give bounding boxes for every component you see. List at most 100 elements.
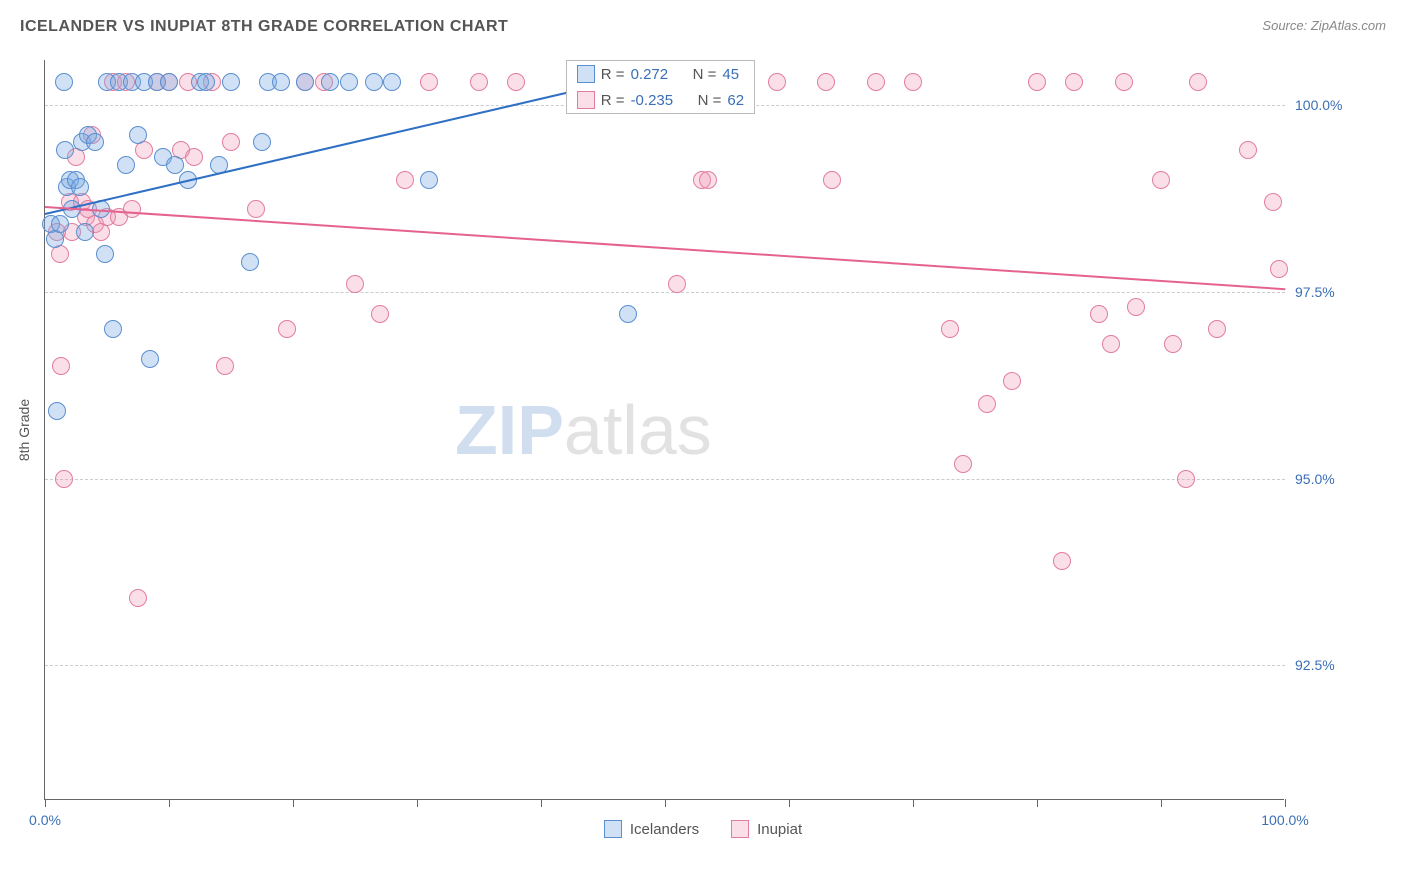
point-series1 xyxy=(51,215,69,233)
point-series2 xyxy=(1208,320,1226,338)
ytick-label: 97.5% xyxy=(1295,284,1335,300)
gridline xyxy=(45,292,1285,293)
gridline xyxy=(45,479,1285,480)
legend-swatch xyxy=(604,820,622,838)
point-series2 xyxy=(55,470,73,488)
point-series1 xyxy=(321,73,339,91)
ytick-label: 92.5% xyxy=(1295,657,1335,673)
point-series1 xyxy=(76,223,94,241)
point-series2 xyxy=(1028,73,1046,91)
point-series2 xyxy=(470,73,488,91)
point-series2 xyxy=(222,133,240,151)
point-series2 xyxy=(507,73,525,91)
xtick xyxy=(1161,799,1162,807)
point-series1 xyxy=(71,178,89,196)
point-series1 xyxy=(96,245,114,263)
xtick xyxy=(913,799,914,807)
point-series2 xyxy=(1152,171,1170,189)
point-series1 xyxy=(340,73,358,91)
point-series2 xyxy=(247,200,265,218)
point-series2 xyxy=(216,357,234,375)
point-series1 xyxy=(55,73,73,91)
point-series2 xyxy=(768,73,786,91)
point-series2 xyxy=(52,357,70,375)
point-series2 xyxy=(904,73,922,91)
point-series1 xyxy=(129,126,147,144)
point-series1 xyxy=(160,73,178,91)
legend: Icelanders Inupiat xyxy=(0,820,1406,842)
point-series2 xyxy=(278,320,296,338)
xtick xyxy=(665,799,666,807)
point-series1 xyxy=(619,305,637,323)
point-series1 xyxy=(56,141,74,159)
stats-row: R = -0.235 N = 62 xyxy=(567,87,754,113)
point-series2 xyxy=(699,171,717,189)
point-series2 xyxy=(396,171,414,189)
ytick-label: 95.0% xyxy=(1295,471,1335,487)
gridline xyxy=(45,665,1285,666)
stats-box: R = 0.272 N = 45R = -0.235 N = 62 xyxy=(566,60,755,114)
xtick xyxy=(541,799,542,807)
legend-swatch xyxy=(731,820,749,838)
point-series2 xyxy=(978,395,996,413)
point-series1 xyxy=(86,133,104,151)
point-series2 xyxy=(346,275,364,293)
point-series2 xyxy=(123,200,141,218)
point-series2 xyxy=(1189,73,1207,91)
point-series1 xyxy=(166,156,184,174)
point-series2 xyxy=(1003,372,1021,390)
xtick xyxy=(1037,799,1038,807)
point-series1 xyxy=(117,156,135,174)
point-series2 xyxy=(1090,305,1108,323)
point-series2 xyxy=(1102,335,1120,353)
plot-area: ZIPatlas 92.5%95.0%97.5%100.0%0.0%100.0%… xyxy=(44,60,1284,800)
point-series1 xyxy=(197,73,215,91)
xtick xyxy=(45,799,46,807)
legend-item: Icelanders xyxy=(604,820,699,838)
point-series1 xyxy=(296,73,314,91)
point-series2 xyxy=(941,320,959,338)
point-series2 xyxy=(420,73,438,91)
xtick xyxy=(417,799,418,807)
trendline-series1 xyxy=(45,75,641,215)
point-series1 xyxy=(104,320,122,338)
point-series2 xyxy=(867,73,885,91)
source-credit: Source: ZipAtlas.com xyxy=(1262,18,1386,33)
point-series2 xyxy=(954,455,972,473)
point-series1 xyxy=(141,350,159,368)
point-series2 xyxy=(1164,335,1182,353)
point-series2 xyxy=(129,589,147,607)
point-series2 xyxy=(1270,260,1288,278)
point-series2 xyxy=(1177,470,1195,488)
ytick-label: 100.0% xyxy=(1295,97,1342,113)
chart-title: ICELANDER VS INUPIAT 8TH GRADE CORRELATI… xyxy=(20,18,508,35)
point-series2 xyxy=(1127,298,1145,316)
point-series1 xyxy=(48,402,66,420)
point-series1 xyxy=(241,253,259,271)
xtick xyxy=(293,799,294,807)
legend-label: Inupiat xyxy=(757,821,802,838)
point-series1 xyxy=(365,73,383,91)
point-series2 xyxy=(1115,73,1133,91)
point-series1 xyxy=(272,73,290,91)
point-series2 xyxy=(1065,73,1083,91)
stats-row: R = 0.272 N = 45 xyxy=(567,61,754,87)
trendline-series2 xyxy=(45,206,1285,290)
point-series1 xyxy=(420,171,438,189)
watermark: ZIPatlas xyxy=(455,390,712,470)
point-series2 xyxy=(668,275,686,293)
point-series2 xyxy=(817,73,835,91)
legend-swatch xyxy=(577,91,595,109)
plot-wrapper: ZIPatlas 92.5%95.0%97.5%100.0%0.0%100.0%… xyxy=(44,60,1284,800)
xtick xyxy=(169,799,170,807)
point-series2 xyxy=(823,171,841,189)
point-series2 xyxy=(185,148,203,166)
point-series2 xyxy=(1053,552,1071,570)
point-series2 xyxy=(1264,193,1282,211)
point-series1 xyxy=(222,73,240,91)
legend-label: Icelanders xyxy=(630,821,699,838)
point-series2 xyxy=(371,305,389,323)
legend-swatch xyxy=(577,65,595,83)
legend-item: Inupiat xyxy=(731,820,802,838)
point-series1 xyxy=(253,133,271,151)
